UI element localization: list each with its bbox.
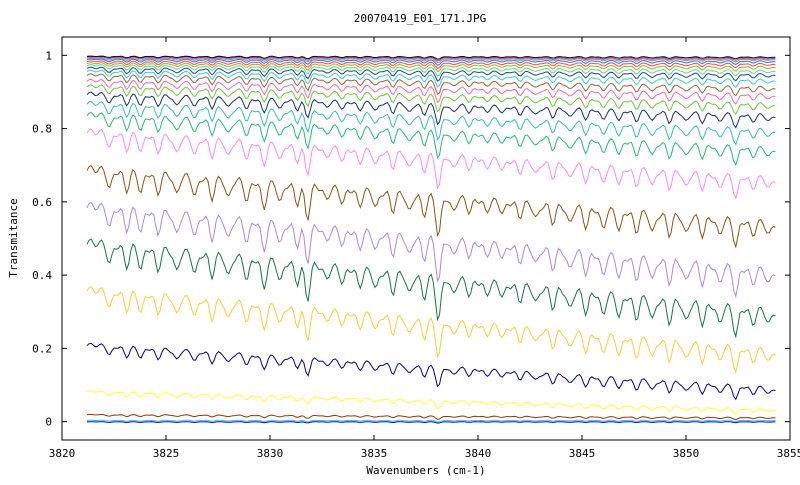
series-line: [86, 66, 776, 82]
y-tick-label: 0.6: [32, 196, 52, 209]
series-line: [86, 55, 776, 60]
x-tick-label: 3830: [257, 447, 284, 460]
y-tick-label: 1: [45, 49, 52, 62]
series-line: [86, 238, 776, 339]
series-line: [86, 100, 776, 146]
series-line: [86, 78, 776, 105]
x-axis-label: Wavenumbers (cm-1): [366, 464, 485, 477]
x-tick-label: 3850: [673, 447, 700, 460]
plot-frame: [61, 36, 791, 441]
x-tick-label: 3825: [153, 447, 180, 460]
series-line: [86, 201, 776, 299]
x-tick-label: 3845: [569, 447, 596, 460]
y-tick-label: 0.4: [32, 269, 52, 282]
series-line: [86, 390, 776, 415]
y-axis-label: Transmitance: [7, 198, 20, 277]
series-line: [86, 111, 776, 167]
series-line: [86, 62, 776, 73]
series-line: [86, 58, 776, 66]
series-line: [86, 73, 776, 97]
series-line: [86, 57, 776, 64]
series-line: [86, 421, 776, 424]
y-tick-label: 0: [45, 416, 52, 429]
series-group: [86, 55, 776, 424]
series-line: [86, 413, 776, 421]
y-tick-label: 0.2: [32, 342, 52, 355]
chart-title: 20070419_E01_171.JPG: [354, 12, 486, 25]
series-line: [86, 91, 776, 129]
series-line: [86, 342, 776, 401]
series-line: [86, 56, 776, 62]
x-tick-label: 3835: [361, 447, 388, 460]
series-line: [86, 128, 776, 200]
series-line: [86, 285, 776, 374]
series-line: [86, 84, 776, 116]
y-tick-label: 0.8: [32, 123, 52, 136]
series-line: [86, 419, 776, 423]
series-line: [86, 69, 776, 89]
x-tick-label: 3840: [465, 447, 492, 460]
series-line: [86, 63, 776, 77]
x-tick-label: 3855: [777, 447, 800, 460]
x-tick-label: 3820: [49, 447, 76, 460]
series-line: [86, 165, 776, 249]
series-line: [86, 60, 776, 69]
y-axis: 0 0.2 0.4 0.6 0.8 1: [32, 49, 790, 429]
x-axis: 3820 3825 3830 3835 3840 3845 3850 3855: [49, 37, 800, 460]
